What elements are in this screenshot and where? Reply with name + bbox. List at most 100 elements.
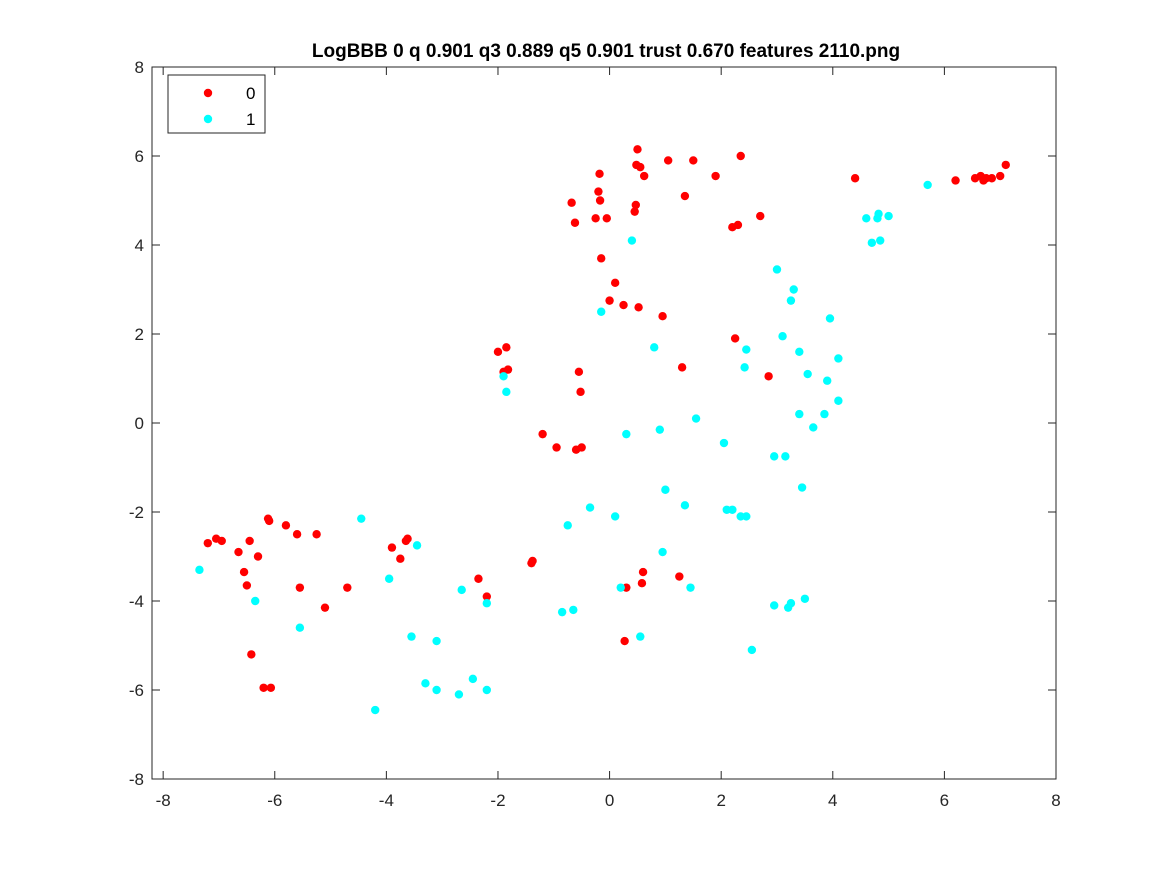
data-point-series-1	[195, 565, 204, 575]
data-point-series-0	[605, 296, 614, 305]
legend-marker-0	[203, 88, 213, 98]
data-point-series-1	[795, 347, 804, 356]
data-point-series-1	[862, 214, 871, 223]
data-point-series-0	[387, 543, 397, 552]
y-tick-label: 8	[135, 58, 144, 77]
data-point-series-0	[677, 363, 687, 372]
data-point-series-0	[552, 443, 561, 452]
data-point-series-1	[407, 632, 416, 641]
data-point-series-0	[639, 171, 649, 181]
data-point-series-0	[675, 572, 684, 581]
data-point-series-0	[295, 583, 305, 592]
data-point-series-0	[610, 278, 620, 288]
data-point-series-0	[247, 650, 256, 659]
data-point-series-0	[637, 579, 647, 588]
data-point-series-0	[591, 214, 600, 223]
y-tick-label: -4	[129, 592, 144, 611]
legend: 01	[167, 74, 266, 134]
x-tick-label: 4	[828, 791, 837, 810]
data-point-series-1	[803, 369, 812, 379]
data-point-series-1	[432, 636, 441, 646]
data-point-series-1	[786, 296, 796, 305]
data-point-series-0	[576, 387, 585, 397]
x-tick-label: 0	[605, 791, 614, 810]
data-point-series-0	[733, 220, 743, 230]
data-point-series-0	[242, 581, 252, 590]
data-point-series-1	[923, 180, 932, 190]
data-point-series-0	[633, 145, 642, 154]
data-point-series-0	[634, 303, 643, 312]
data-point-series-1	[781, 452, 790, 461]
x-tick-label: -4	[379, 791, 394, 810]
data-point-series-1	[384, 574, 394, 583]
data-point-series-1	[772, 265, 782, 274]
data-point-series-0	[764, 372, 773, 381]
y-tick-label: -8	[129, 770, 144, 789]
data-point-series-1	[800, 594, 810, 603]
data-point-series-1	[627, 236, 637, 245]
data-point-series-0	[736, 151, 745, 161]
y-tick-label: -6	[129, 681, 144, 700]
data-point-series-0	[403, 534, 412, 543]
data-points	[195, 145, 1010, 715]
data-point-series-1	[650, 343, 659, 352]
data-point-series-0	[503, 365, 513, 374]
data-point-series-0	[570, 218, 580, 227]
data-point-series-0	[245, 536, 254, 546]
data-point-series-1	[742, 345, 751, 354]
data-point-series-0	[636, 162, 645, 172]
y-tick-label: -2	[129, 503, 144, 522]
legend-marker-1	[203, 114, 213, 124]
data-point-series-1	[295, 623, 305, 632]
data-point-series-0	[658, 312, 667, 321]
data-point-series-0	[259, 683, 268, 692]
data-point-series-1	[874, 209, 883, 219]
data-point-series-0	[574, 367, 584, 377]
data-point-series-0	[850, 174, 860, 183]
data-point-series-1	[740, 363, 749, 372]
data-point-series-0	[266, 683, 276, 692]
data-point-series-0	[474, 574, 483, 583]
data-point-series-0	[253, 552, 263, 561]
data-point-series-0	[995, 171, 1005, 181]
x-tick-label: -8	[156, 791, 171, 810]
data-point-series-1	[820, 409, 829, 419]
data-point-series-1	[769, 601, 779, 610]
x-tick-label: -2	[490, 791, 505, 810]
data-point-series-0	[217, 536, 226, 546]
data-point-series-1	[502, 387, 511, 397]
data-point-series-1	[658, 547, 667, 557]
data-point-series-0	[680, 191, 690, 201]
data-point-series-0	[1001, 160, 1010, 170]
legend-label-1: 1	[246, 110, 255, 129]
data-point-series-1	[797, 483, 807, 492]
data-point-series-0	[631, 200, 641, 210]
data-point-series-0	[320, 603, 330, 612]
data-point-series-0	[602, 214, 611, 223]
data-point-series-1	[421, 679, 430, 688]
data-point-series-1	[371, 705, 380, 715]
x-tick-label: -6	[267, 791, 282, 810]
data-point-series-1	[597, 307, 606, 316]
data-point-series-0	[638, 567, 648, 577]
data-point-series-1	[884, 211, 893, 221]
data-point-series-1	[834, 354, 843, 363]
data-point-series-1	[661, 485, 670, 494]
data-point-series-1	[834, 396, 843, 405]
data-point-series-1	[795, 409, 804, 419]
y-tick-label: 2	[135, 325, 144, 344]
data-point-series-0	[663, 156, 673, 165]
y-tick-label: 4	[135, 236, 144, 255]
data-point-series-1	[622, 429, 631, 439]
data-point-series-1	[778, 332, 787, 341]
x-tick-label: 8	[1051, 791, 1060, 810]
data-point-series-0	[711, 171, 720, 181]
legend-label-0: 0	[246, 84, 255, 103]
data-point-series-1	[769, 452, 779, 461]
data-point-series-1	[655, 425, 665, 434]
data-point-series-1	[457, 585, 466, 595]
data-point-series-1	[454, 690, 464, 699]
data-point-series-1	[680, 501, 690, 510]
